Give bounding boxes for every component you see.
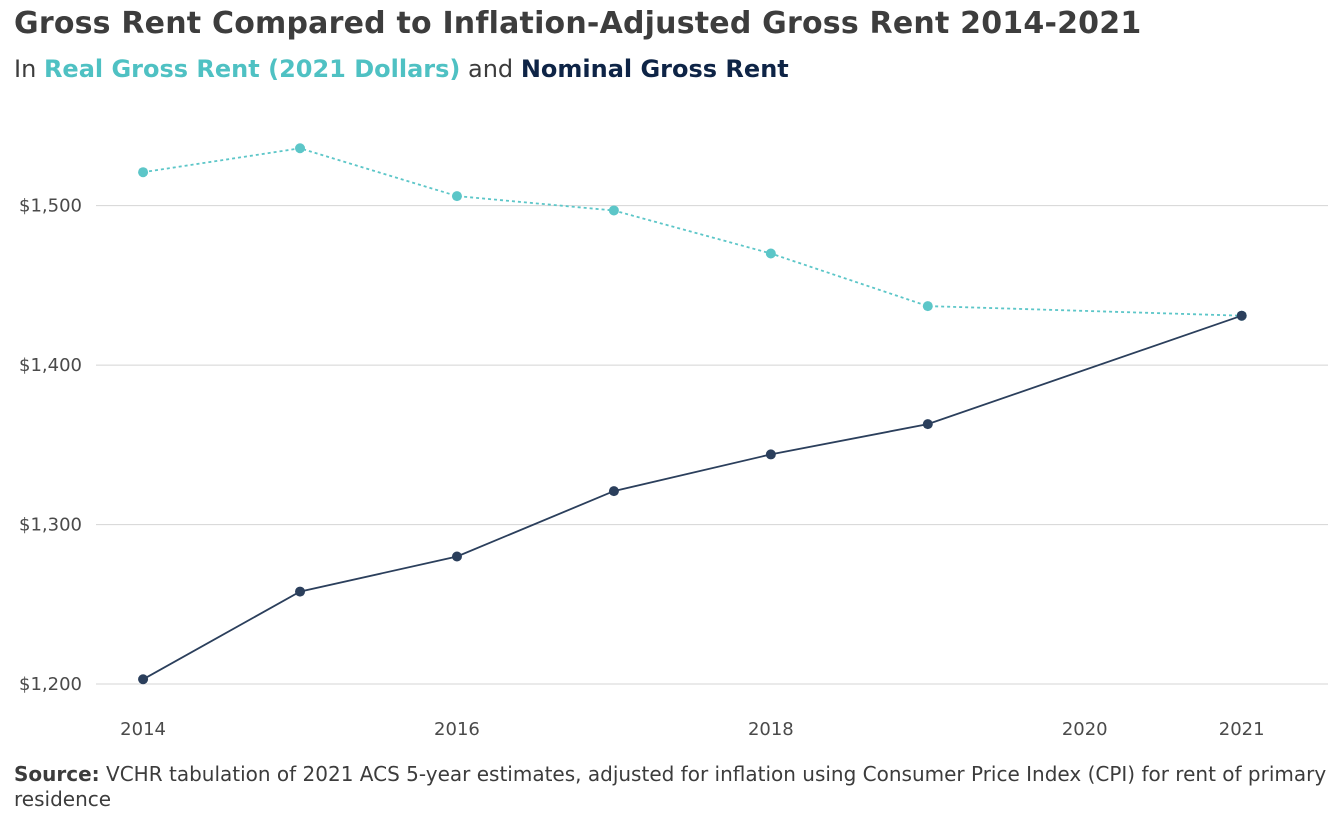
y-tick-label: $1,500: [19, 196, 82, 217]
chart-subtitle: In Real Gross Rent (2021 Dollars) and No…: [14, 55, 789, 83]
y-tick-label: $1,200: [19, 674, 82, 695]
data-point: [922, 419, 933, 430]
grid-lines: [96, 205, 1328, 685]
x-tick-label: 2016: [434, 719, 480, 740]
subtitle-prefix: In: [14, 55, 37, 83]
y-axis: $1,200 $1,300 $1,400 $1,500: [19, 196, 82, 695]
series-line-0: [142, 147, 1242, 317]
y-tick-label: $1,300: [19, 515, 82, 536]
data-point: [295, 143, 306, 154]
y-tick-label: $1,400: [19, 355, 82, 376]
data-point: [295, 586, 306, 597]
data-point: [608, 205, 619, 216]
chart-title: Gross Rent Compared to Inflation-Adjuste…: [14, 6, 1142, 41]
x-tick-label: 2014: [120, 719, 166, 740]
data-point: [138, 167, 149, 178]
data-point: [608, 486, 619, 497]
subtitle-real-series: Real Gross Rent (2021 Dollars): [43, 55, 461, 83]
series-line-1: [142, 314, 1242, 681]
subtitle-nominal-series: Nominal Gross Rent: [520, 55, 789, 83]
x-tick-label: 2020: [1062, 719, 1108, 740]
data-point: [138, 674, 149, 685]
x-tick-label: 2018: [748, 719, 794, 740]
series-group: [138, 143, 1247, 685]
data-point: [1236, 310, 1247, 321]
source-text: VCHR tabulation of 2021 ACS 5-year estim…: [14, 762, 1327, 811]
data-point: [765, 449, 776, 460]
data-point: [451, 551, 462, 562]
x-tick-label: 2021: [1219, 719, 1265, 740]
data-point: [922, 301, 933, 312]
source-label: Source:: [14, 762, 100, 786]
source-note: Source: VCHR tabulation of 2021 ACS 5-ye…: [14, 762, 1334, 812]
subtitle-conjunction: and: [468, 55, 514, 83]
data-point: [451, 191, 462, 202]
x-axis: 2014 2016 2018 2020 2021: [120, 719, 1264, 740]
data-point: [765, 248, 776, 259]
